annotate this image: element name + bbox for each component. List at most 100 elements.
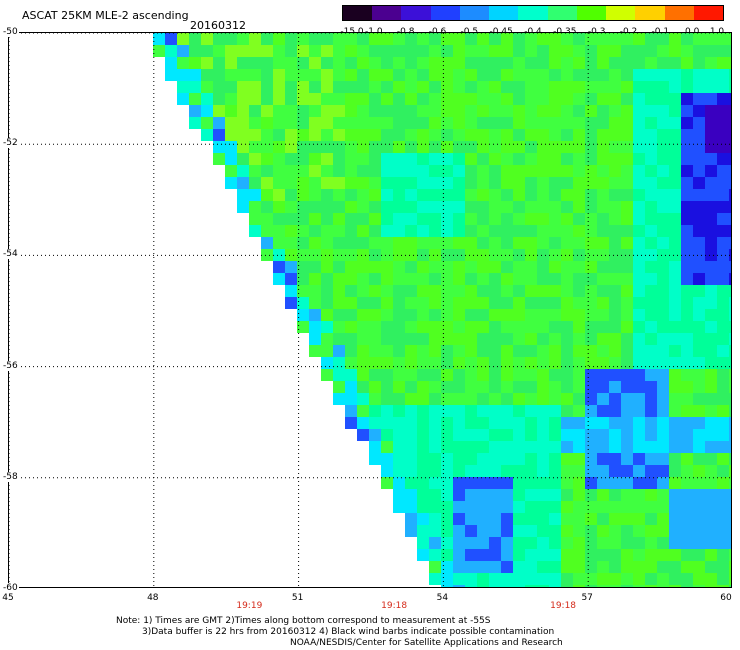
heatmap-cell [597,33,609,45]
heatmap-cell [705,357,717,369]
heatmap-cell [393,369,405,381]
heatmap-cell [441,501,453,513]
heatmap-cell [453,57,465,69]
heatmap-cell [405,129,417,141]
heatmap-cell [477,381,489,393]
heatmap-cell [525,309,537,321]
heatmap-cell [561,105,573,117]
heatmap-cell [513,369,525,381]
heatmap-cell [465,573,477,585]
heatmap-cell [693,537,705,549]
heatmap-cell [549,573,561,585]
heatmap-cell [609,165,621,177]
heatmap-cell [357,285,369,297]
heatmap-cell [477,417,489,429]
heatmap-cell [489,237,501,249]
heatmap-cell [621,165,633,177]
heatmap-cell [621,453,633,465]
heatmap-cell [585,345,597,357]
heatmap-cell [633,57,645,69]
heatmap-cell [357,309,369,321]
heatmap-cell [729,345,731,357]
heatmap-cell [309,213,321,225]
heatmap-cell [669,165,681,177]
heatmap-cell [537,93,549,105]
heatmap-cell [693,45,705,57]
heatmap-cell [357,297,369,309]
heatmap-cell [729,117,731,129]
heatmap-cell [573,189,585,201]
heatmap-cell [717,465,729,477]
heatmap-cell [297,273,309,285]
heatmap-cell [465,525,477,537]
heatmap-cell [537,105,549,117]
heatmap-cell [513,237,525,249]
heatmap-cell [273,213,285,225]
heatmap-cell [477,237,489,249]
heatmap-cell [345,33,357,45]
heatmap-cell [225,177,237,189]
heatmap-cell [633,261,645,273]
heatmap-cell [693,225,705,237]
heatmap-cell [573,321,585,333]
heatmap-cell [225,105,237,117]
heatmap-cell [489,225,501,237]
heatmap-cell [405,309,417,321]
heatmap-cell [189,57,201,69]
heatmap-cell [693,549,705,561]
heatmap-cell [213,57,225,69]
heatmap-cell [417,309,429,321]
heatmap-cell [669,57,681,69]
heatmap-cell [549,261,561,273]
heatmap-cell [477,69,489,81]
heatmap-cell [477,117,489,129]
colorbar-segment [606,6,636,20]
heatmap-cell [645,57,657,69]
heatmap-cell [669,405,681,417]
heatmap-cell [441,549,453,561]
heatmap-cell [465,321,477,333]
heatmap-cell [477,321,489,333]
heatmap-cell [297,117,309,129]
heatmap-cell [549,129,561,141]
heatmap-cell [405,45,417,57]
heatmap-cell [657,261,669,273]
heatmap-cell [597,225,609,237]
heatmap-cell [261,57,273,69]
heatmap-cell [609,261,621,273]
colorbar-segment [430,6,460,20]
heatmap-cell [525,441,537,453]
heatmap-cell [645,393,657,405]
heatmap-cell [573,345,585,357]
heatmap-cell [441,273,453,285]
heatmap-cell [501,45,513,57]
heatmap-cell [693,405,705,417]
heatmap-cell [561,57,573,69]
heatmap-cell [297,165,309,177]
heatmap-cell [597,489,609,501]
heatmap-cell [513,33,525,45]
heatmap-cell [429,357,441,369]
heatmap-cell [417,513,429,525]
heatmap-cell [609,453,621,465]
heatmap-cell [681,273,693,285]
heatmap-cell [477,225,489,237]
heatmap-cell [537,129,549,141]
heatmap-cell [249,129,261,141]
heatmap-cell [345,417,357,429]
heatmap-cell [717,93,729,105]
heatmap-cell [705,573,717,585]
heatmap-cell [561,453,573,465]
heatmap-cell [417,501,429,513]
heatmap-cell [717,237,729,249]
heatmap-cell [417,177,429,189]
heatmap-cell [405,345,417,357]
heatmap-cell [573,225,585,237]
heatmap-cell [537,537,549,549]
heatmap-cell [717,525,729,537]
heatmap-cell [489,81,501,93]
heatmap-cell [333,69,345,81]
heatmap-cell [549,297,561,309]
heatmap-cell [309,129,321,141]
heatmap-cell [513,393,525,405]
